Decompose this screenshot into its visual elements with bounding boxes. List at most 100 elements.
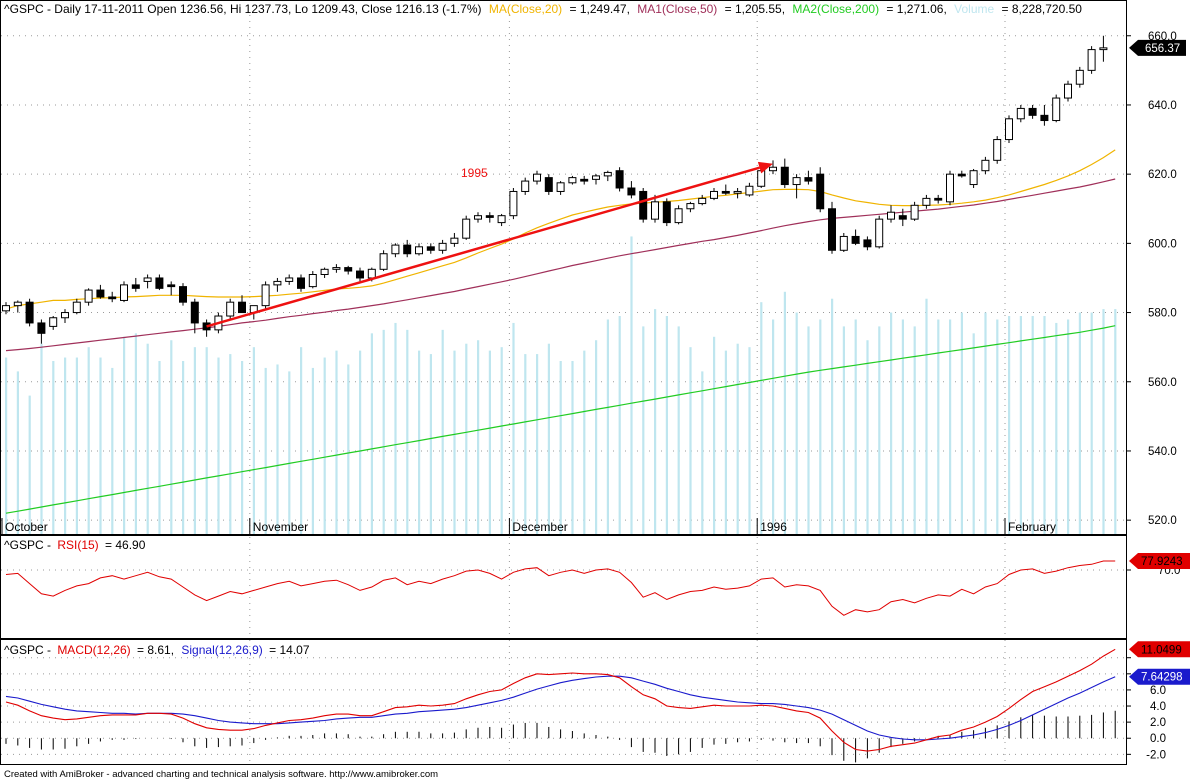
candle[interactable] [910, 201, 919, 221]
candle[interactable] [379, 250, 388, 272]
candle[interactable] [1016, 104, 1025, 123]
candle[interactable] [344, 265, 353, 275]
candle[interactable] [887, 205, 895, 223]
candle[interactable] [521, 177, 530, 195]
candle[interactable] [450, 232, 459, 247]
candle[interactable] [1005, 115, 1013, 144]
macd-panel[interactable]: -2.00.02.04.06.08.0 ^GSPC - MACD(12,26) … [0, 639, 1191, 765]
candle[interactable] [674, 205, 683, 225]
candle[interactable] [13, 300, 22, 313]
candle[interactable] [509, 188, 518, 220]
candle[interactable] [816, 167, 825, 213]
candle[interactable] [863, 236, 872, 251]
candle-body [544, 177, 553, 192]
rsi-panel[interactable]: 70.0 ^GSPC - RSI(15) = 46.90 77.9243 [0, 535, 1191, 639]
candle[interactable] [61, 309, 69, 323]
candle[interactable] [651, 194, 659, 223]
candle[interactable] [544, 174, 553, 195]
candle[interactable] [627, 181, 636, 199]
candle[interactable] [25, 298, 34, 327]
candle[interactable] [851, 229, 860, 246]
candle[interactable] [592, 174, 600, 185]
candle[interactable] [898, 208, 907, 227]
candle[interactable] [297, 274, 305, 292]
candle[interactable] [497, 213, 506, 227]
candle[interactable] [615, 167, 624, 192]
candle[interactable] [934, 194, 943, 204]
candlesticks[interactable] [2, 35, 1108, 344]
candle[interactable] [120, 281, 128, 303]
candle[interactable] [769, 160, 777, 175]
candle[interactable] [438, 239, 447, 254]
candle[interactable] [1075, 66, 1084, 88]
candle[interactable] [1064, 80, 1072, 102]
candle[interactable] [568, 175, 577, 185]
candle[interactable] [875, 215, 884, 249]
candle[interactable] [2, 302, 10, 315]
candle[interactable] [1040, 104, 1049, 126]
candle[interactable] [710, 188, 718, 201]
candle[interactable] [403, 239, 412, 258]
candle[interactable] [226, 298, 235, 320]
candle[interactable] [1087, 46, 1096, 74]
candle[interactable] [108, 291, 117, 303]
candle[interactable] [662, 198, 671, 227]
candle[interactable] [96, 284, 105, 299]
candle[interactable] [356, 267, 364, 282]
candle[interactable] [285, 274, 294, 285]
volume-bar [559, 361, 562, 534]
candle[interactable] [415, 243, 423, 256]
candle[interactable] [179, 283, 187, 306]
candle[interactable] [155, 274, 164, 291]
candle[interactable] [792, 174, 801, 199]
candle[interactable] [391, 243, 400, 258]
candle[interactable] [698, 194, 707, 206]
year-annotation: 1995 [461, 166, 488, 180]
candle[interactable] [238, 295, 246, 314]
candle[interactable] [533, 170, 541, 185]
candle[interactable] [273, 277, 282, 292]
candle[interactable] [167, 281, 176, 296]
candle[interactable] [474, 212, 482, 223]
candle[interactable] [780, 158, 789, 188]
candle[interactable] [426, 243, 435, 254]
candle[interactable] [686, 201, 695, 213]
price-panel[interactable]: 520.0 540.0 560.0 580.0 600.0 620.0 640.0 660.0… [0, 0, 1187, 765]
footer-credit: Created with AmiBroker - advanced charti… [4, 769, 438, 780]
candle[interactable] [131, 277, 140, 292]
candle[interactable] [639, 188, 648, 223]
volume-bar [276, 364, 279, 534]
candle[interactable] [828, 201, 836, 254]
volume-bar [264, 367, 267, 534]
candle[interactable] [485, 212, 494, 223]
candle[interactable] [49, 316, 58, 330]
candle[interactable] [993, 136, 1002, 164]
candle[interactable] [946, 170, 954, 206]
candle[interactable] [320, 267, 329, 278]
candle[interactable] [1028, 104, 1037, 119]
candle[interactable] [308, 271, 317, 289]
candle[interactable] [190, 298, 199, 334]
candle[interactable] [84, 288, 93, 306]
candle[interactable] [332, 264, 341, 273]
candle[interactable] [969, 168, 978, 188]
candle[interactable] [1099, 35, 1108, 62]
candle[interactable] [957, 170, 966, 178]
candle[interactable] [261, 281, 270, 310]
candle[interactable] [981, 156, 990, 175]
candle[interactable] [804, 170, 813, 185]
candle[interactable] [745, 182, 754, 197]
candle[interactable] [922, 194, 931, 209]
candle[interactable] [603, 170, 612, 182]
candle[interactable] [72, 298, 81, 315]
candle[interactable] [1052, 94, 1061, 123]
candle[interactable] [143, 274, 152, 289]
candle[interactable] [556, 181, 565, 195]
candle[interactable] [37, 319, 46, 344]
candle[interactable] [721, 184, 730, 195]
candle[interactable] [733, 188, 742, 199]
candle[interactable] [839, 232, 848, 253]
candle[interactable] [462, 215, 471, 240]
candle[interactable] [580, 175, 589, 185]
